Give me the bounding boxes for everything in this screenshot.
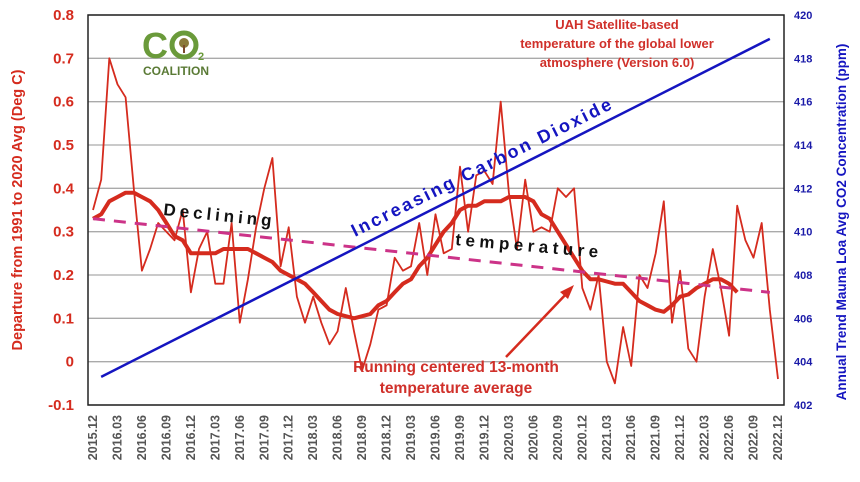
svg-text:C: C (142, 25, 168, 66)
x-tick-label: 2019.09 (453, 415, 467, 460)
x-tick-label: 2017.06 (233, 415, 247, 460)
chart-title-line-1: UAH Satellite-based (555, 17, 679, 32)
x-tick-label: 2020.09 (551, 415, 565, 460)
x-tick-label: 2019.06 (429, 415, 443, 460)
x-tick-label: 2017.12 (282, 415, 296, 460)
y-tick-label: 0.5 (53, 137, 74, 154)
x-tick-label: 2018.06 (331, 415, 345, 460)
x-tick-label: 2015.12 (86, 415, 100, 460)
x-tick-label: 2021.06 (624, 415, 638, 460)
chart-title-line-3: atmosphere (Version 6.0) (540, 55, 695, 70)
x-tick-label: 2020.06 (526, 415, 540, 460)
svg-text:COALITION: COALITION (143, 64, 209, 78)
y-right-tick-label: 404 (794, 357, 813, 369)
y-right-tick-label: 420 (794, 10, 812, 22)
x-tick-label: 2022.03 (698, 415, 712, 460)
y-tick-label: 0.8 (53, 7, 74, 24)
x-tick-label: 2022.09 (747, 415, 761, 460)
x-tick-label: 2016.12 (184, 415, 198, 460)
chart-title-line-2: temperature of the global lower (520, 36, 714, 51)
annotation-running-line-2: temperature average (380, 380, 533, 397)
y-tick-label: 0.6 (53, 94, 74, 111)
y-tick-label: 0.2 (53, 267, 74, 284)
x-axis-ticks: 2015.12 2016.03 2016.06 2016.09 2016.12 2017.… (86, 415, 785, 460)
plot-frame (87, 14, 785, 406)
annotation-arrow (505, 285, 574, 358)
x-tick-label: 2018.09 (355, 415, 369, 460)
x-tick-label: 2021.12 (673, 415, 687, 460)
y-tick-label: 0.3 (53, 224, 74, 241)
x-tick-label: 2021.09 (649, 415, 663, 460)
x-tick-label: 2020.12 (575, 415, 589, 460)
y-right-tick-label: 408 (794, 270, 812, 282)
y-axis-left-ticks: 0.8 0.7 0.6 0.5 0.4 0.3 0.2 0.1 0 -0.1 (48, 7, 75, 414)
y-right-tick-label: 402 (794, 400, 812, 412)
x-tick-label: 2019.12 (477, 415, 491, 460)
x-tick-label: 2022.06 (722, 415, 736, 460)
y-tick-label: 0.4 (53, 180, 75, 197)
co2-coalition-logo: C 2 COALITION (142, 25, 209, 78)
svg-text:2: 2 (198, 51, 204, 63)
y-axis-right-ticks: 420 418 416 414 412 410 408 406 404 402 (794, 10, 813, 412)
x-tick-label: 2020.03 (502, 415, 516, 460)
y-right-tick-label: 416 (794, 97, 812, 109)
y-axis-right-title: Annual Trend Mauna Loa Avg CO2 Concentra… (834, 44, 849, 401)
y-tick-label: 0.7 (53, 50, 74, 67)
x-tick-label: 2018.03 (306, 415, 320, 460)
series-temp_trend (92, 217, 771, 294)
series-running (92, 190, 739, 321)
y-right-tick-label: 418 (794, 53, 812, 65)
y-right-tick-label: 414 (794, 140, 813, 152)
x-tick-label: 2022.12 (771, 415, 785, 460)
series-co2_trend (100, 37, 771, 378)
x-tick-label: 2019.03 (404, 415, 418, 460)
x-tick-label: 2021.03 (600, 415, 614, 460)
x-tick-label: 2016.03 (110, 415, 124, 460)
x-tick-label: 2017.03 (208, 415, 222, 460)
x-tick-label: 2017.09 (257, 415, 271, 460)
y-tick-label: 0.1 (53, 310, 74, 327)
annotation-running-line-1: Running centered 13-month (353, 359, 559, 376)
y-right-tick-label: 410 (794, 227, 812, 239)
annotation-temperature: temperature (455, 230, 604, 262)
annotation-declining: Declining (163, 200, 277, 231)
x-tick-label: 2018.12 (380, 415, 394, 460)
y-tick-label: 0 (66, 354, 74, 371)
x-tick-label: 2016.06 (135, 415, 149, 460)
series-group (92, 37, 779, 385)
y-axis-left-title: Departure from 1991 to 2020 Avg (Deg C) (10, 69, 26, 350)
y-right-tick-label: 412 (794, 183, 812, 195)
x-tick-label: 2016.09 (159, 415, 173, 460)
y-right-tick-label: 406 (794, 313, 812, 325)
y-tick-label: -0.1 (48, 397, 74, 414)
